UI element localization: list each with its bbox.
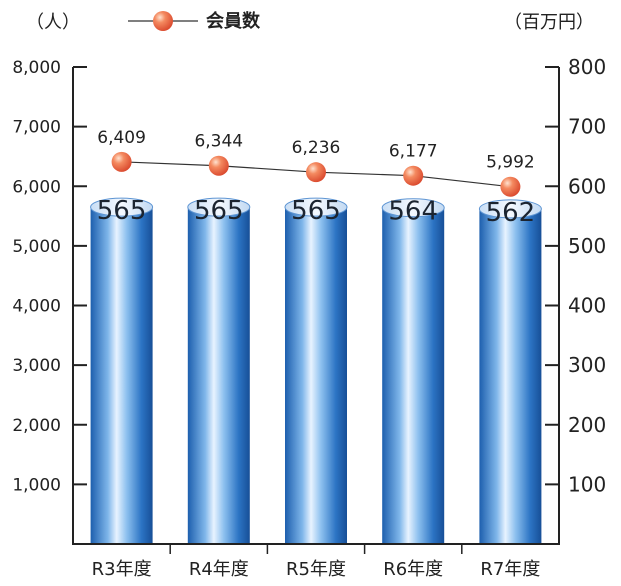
bar: 562 [478, 198, 542, 543]
category-label: R7年度 [480, 559, 540, 580]
right-tick-label: 700 [568, 115, 606, 139]
right-tick-label: 500 [568, 234, 606, 258]
bar-cap [381, 198, 445, 218]
left-axis-ticks: 1,000 2,000 3,000 4,000 5,000 6,000 7,000 8,000 [12, 58, 87, 495]
bar-body [285, 207, 347, 543]
left-tick-label: 4,000 [12, 297, 61, 317]
left-tick-label: 1,000 [12, 475, 61, 495]
data-point-label: 6,236 [292, 138, 341, 158]
category-label: R5年度 [286, 559, 346, 580]
data-point-label: 5,992 [486, 153, 535, 173]
data-point [306, 162, 326, 183]
bar-series: 565 565 565 564 562 [90, 196, 542, 543]
line-series: 6,409 6,344 6,236 6,177 5,992 [97, 128, 535, 197]
bar-cap [284, 197, 348, 217]
category-labels: R3年度 R4年度 R5年度 R6年度 R7年度 [92, 544, 540, 580]
left-tick-label: 8,000 [12, 58, 61, 78]
left-tick-label: 5,000 [12, 237, 61, 257]
bar: 565 [187, 196, 251, 543]
legend-marker [153, 11, 173, 31]
bar-body [187, 207, 250, 543]
bar-body [382, 207, 445, 543]
bar: 565 [90, 196, 154, 543]
bar-value-label: 562 [486, 198, 536, 228]
left-tick-label: 6,000 [12, 177, 61, 197]
right-tick-label: 200 [568, 413, 606, 437]
data-point-label: 6,344 [194, 132, 243, 152]
bar: 565 [284, 196, 348, 543]
bar-body [479, 208, 542, 543]
right-tick-label: 100 [568, 472, 606, 496]
right-tick-label: 400 [568, 294, 606, 318]
data-point-label: 6,177 [389, 142, 438, 162]
bar-value-label: 564 [388, 197, 438, 227]
right-axis-unit: （百万円） [504, 12, 594, 33]
data-point-label: 6,409 [97, 128, 146, 148]
legend: 会員数 [128, 10, 261, 32]
category-label: R4年度 [189, 559, 249, 580]
left-tick-label: 7,000 [12, 118, 61, 138]
data-point [111, 151, 132, 172]
bar-cap [90, 197, 154, 217]
bar-value-label: 565 [291, 196, 341, 226]
left-tick-label: 2,000 [12, 416, 61, 436]
bar-value-label: 565 [97, 196, 147, 226]
left-axis-unit: （人） [26, 12, 80, 33]
data-point [208, 155, 229, 176]
right-tick-label: 800 [568, 55, 606, 79]
bar-value-label: 565 [194, 196, 244, 226]
bar-cap [187, 197, 251, 217]
right-axis-ticks: 100 200 300 400 500 600 700 800 [545, 55, 606, 496]
legend-label: 会員数 [206, 10, 261, 32]
data-point [500, 176, 521, 197]
data-point [403, 165, 424, 186]
bar-cap [478, 199, 542, 219]
right-tick-label: 600 [568, 174, 606, 198]
bar-body [90, 207, 153, 543]
right-tick-label: 300 [568, 353, 606, 377]
category-label: R3年度 [92, 559, 152, 580]
left-tick-label: 3,000 [12, 356, 61, 376]
bar: 564 [381, 197, 445, 543]
category-label: R6年度 [383, 559, 443, 580]
